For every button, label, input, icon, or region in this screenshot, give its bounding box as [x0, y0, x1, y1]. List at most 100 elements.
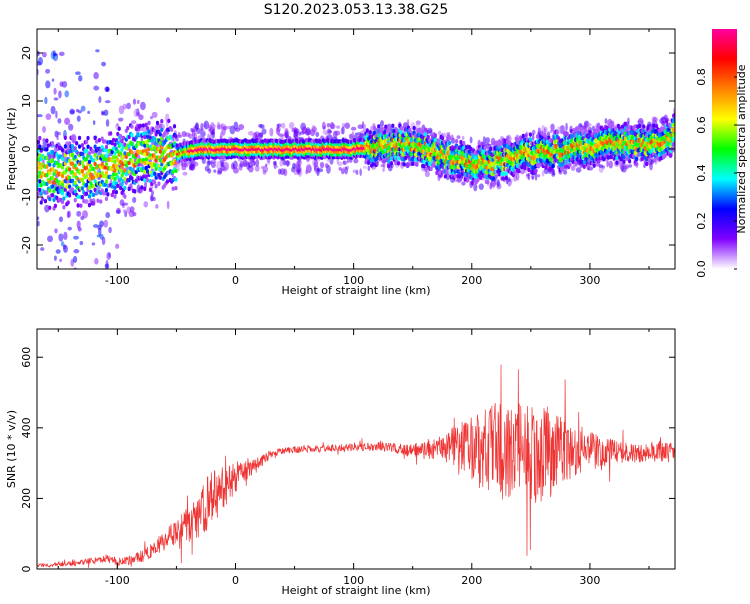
spectrogram-cell [50, 167, 55, 172]
spectrogram-cell [111, 180, 116, 186]
spectrogram-cell [93, 153, 97, 158]
spectrogram-cell [45, 181, 49, 187]
spectrogram-cell [608, 160, 613, 169]
spectrogram-cell [121, 135, 126, 141]
spectrogram-cell [608, 122, 612, 128]
spectrogram-cell [73, 171, 77, 177]
spectrogram-cell [504, 171, 508, 176]
spectrogram-cell [64, 117, 71, 126]
spectrogram-cell [461, 181, 466, 186]
spectrogram-cell [75, 71, 81, 75]
spectrogram-cell [70, 178, 75, 184]
spectrogram-cell [70, 170, 75, 175]
spectrogram-cell [145, 160, 150, 166]
spectrogram-cell [330, 123, 336, 130]
spectrogram-cell [379, 127, 384, 132]
spectrogram-cell [113, 168, 117, 173]
spectrogram-cell [158, 175, 162, 180]
spectrogram-cell [174, 168, 178, 174]
spectrogram-cell [433, 133, 437, 138]
colorbar: 0.00.20.40.60.8 Normalized spectral ampli… [695, 29, 748, 278]
spectrogram-cell [123, 151, 127, 156]
colorbar-tick-label: 0.0 [695, 260, 708, 278]
spectrogram-cell [37, 156, 41, 162]
spectrogram-cell [128, 210, 135, 218]
colorbar-gradient [712, 29, 737, 269]
spectrogram-cell [359, 168, 362, 177]
spectrogram-cell [368, 130, 372, 135]
spectrogram-cell [555, 129, 559, 135]
spectrogram-cell [39, 174, 43, 179]
spectrogram-cell [517, 168, 521, 174]
spectrogram-cell [80, 151, 84, 157]
spectrogram-cell [384, 124, 388, 129]
spectrogram-cell [103, 156, 107, 161]
spectrogram-cell [623, 121, 627, 127]
spectrogram-cell [429, 129, 433, 137]
spectrogram-cell [501, 171, 506, 176]
spectrogram-cell [265, 163, 268, 167]
spectrogram-cell [316, 167, 320, 172]
spectrogram-cell [87, 168, 92, 173]
spectrogram-cell [52, 275, 57, 282]
spectrogram-cell [216, 161, 221, 170]
spectrogram-cell [105, 86, 109, 92]
spectrogram-cell [37, 114, 43, 118]
spectrogram-cell [520, 170, 525, 175]
spectrogram-cell [496, 179, 500, 188]
spectrogram-cell [204, 165, 210, 172]
spectrogram-cell [132, 98, 137, 105]
spectrogram-cell [284, 127, 289, 132]
spectrogram-cell [560, 124, 566, 133]
spectrogram-cell [433, 137, 437, 143]
spectrogram-cell [375, 155, 379, 161]
spectrogram-cell [79, 203, 83, 208]
spectrogram-cell [170, 127, 174, 132]
spectrogram-cell [153, 145, 157, 150]
spectrogram-cell [58, 90, 62, 99]
spectrogram-cell [96, 234, 101, 238]
spectrogram-cell [93, 161, 97, 167]
spectrogram-cell [352, 169, 357, 173]
spectrogram-cell [73, 154, 77, 160]
spectrogram-cell [442, 139, 446, 144]
bottom-xtick-label: 300 [579, 574, 600, 587]
spectrogram-cell [273, 164, 279, 169]
spectrogram-cell [59, 81, 64, 87]
spectrogram-cell [145, 177, 150, 183]
bottom-ytick-label: 0 [20, 566, 33, 573]
spectrogram-cell [276, 123, 280, 130]
spectrogram-cell [602, 156, 606, 162]
spectrogram-cell [387, 163, 391, 169]
spectrogram-cell [41, 197, 45, 202]
spectrogram-cell [93, 187, 97, 193]
spectrogram-cell [76, 203, 80, 208]
spectrogram-cell [166, 97, 170, 103]
spectrogram-cell [38, 289, 41, 293]
spectrogram-cell [70, 152, 75, 158]
spectrogram-cell [104, 170, 109, 176]
spectrogram-cell [79, 240, 84, 246]
spectrogram-cell [94, 257, 99, 265]
spectrogram-cell [48, 196, 52, 202]
spectrogram-cell [116, 157, 120, 163]
spectrogram-cell [61, 80, 68, 88]
spectrogram-cell [50, 141, 55, 146]
spectrogram-cell [456, 178, 462, 183]
spectrogram-cell [111, 146, 116, 151]
spectrogram-cell [85, 139, 89, 145]
spectrogram-cell [396, 156, 401, 161]
spectrogram-cell [37, 216, 40, 221]
spectrogram-cell [113, 142, 117, 147]
spectrogram-cell [119, 134, 123, 139]
spectrogram-cell [93, 85, 100, 91]
spectrogram-cell [85, 157, 89, 162]
spectrogram-cell [445, 169, 449, 175]
spectrogram-cell [37, 174, 41, 179]
spectrogram-cell [42, 125, 46, 133]
spectrogram-cell [70, 135, 75, 140]
spectrogram-cell [77, 109, 83, 114]
spectrogram-cell [305, 163, 312, 172]
spectrogram-cell [412, 125, 416, 131]
spectrogram-cell [503, 143, 507, 148]
